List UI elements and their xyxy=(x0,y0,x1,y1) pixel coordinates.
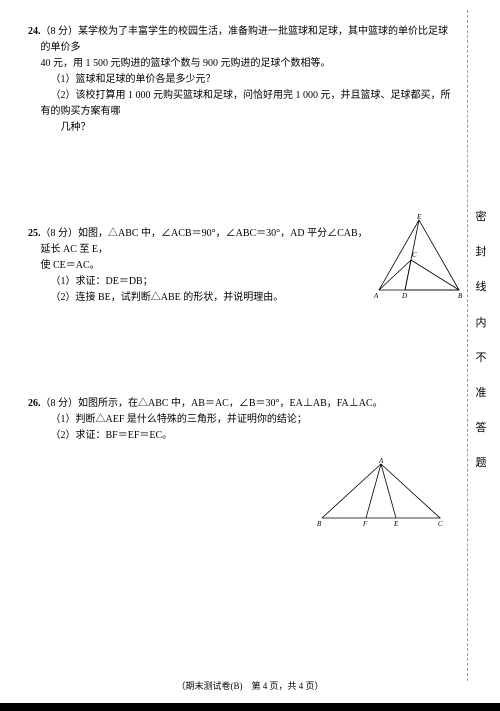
vertex-F: F xyxy=(362,520,368,528)
side-char: 答 xyxy=(474,411,488,446)
problem-24: 24. （8 分）某学校为了丰富学生的校园生活，准备购进一批篮球和足球，其中篮球… xyxy=(28,24,452,136)
cut-line xyxy=(467,10,468,681)
figure-25: E C D A B xyxy=(371,212,466,302)
side-char: 不 xyxy=(474,341,488,376)
stem-text: 如图所示，在△ABC 中，AB＝AC，∠B＝30°，EA⊥AB，FA⊥AC。 xyxy=(78,398,383,409)
vertex-E: E xyxy=(416,213,422,221)
problem-26: 26. （8 分）如图所示，在△ABC 中，AB＝AC，∠B＝30°，EA⊥AB… xyxy=(28,396,452,534)
bottom-bar xyxy=(0,703,500,711)
subpart-1: （1）判断△AEF 是什么特殊的三角形，并证明你的结论； xyxy=(41,414,307,425)
problem-stem: （8 分）如图所示，在△ABC 中，AB＝AC，∠B＝30°，EA⊥AB，FA⊥… xyxy=(41,396,453,444)
subpart-2-cont: 几种？ xyxy=(41,122,91,133)
vertex-A: A xyxy=(373,292,379,300)
points-label: （8 分） xyxy=(41,398,79,409)
points-label: （8 分） xyxy=(41,26,79,37)
side-char: 密 xyxy=(474,200,488,235)
side-char: 内 xyxy=(474,306,488,341)
problem-number: 24. xyxy=(28,24,41,136)
page: 密 封 线 内 不 准 答 题 24. （8 分）某学校为了丰富学生的校园生活，… xyxy=(0,0,500,711)
vertex-A: A xyxy=(378,458,384,465)
vertex-C: C xyxy=(438,520,443,528)
stem-text: 某学校为了丰富学生的校园生活，准备购进一批篮球和足球，其中篮球的单价比足球的单价… xyxy=(41,26,449,53)
problem-stem: （8 分）某学校为了丰富学生的校园生活，准备购进一批篮球和足球，其中篮球的单价比… xyxy=(41,24,453,136)
stem-text: 40 元，用 1 500 元购进的篮球个数与 900 元购进的足球个数相等。 xyxy=(41,58,331,69)
points-label: （8 分） xyxy=(41,228,79,239)
problem-number: 25. xyxy=(28,226,41,306)
subpart-2: （2）求证：BF＝EF＝EC。 xyxy=(41,430,173,441)
side-char: 题 xyxy=(474,446,488,481)
side-char: 准 xyxy=(474,376,488,411)
subpart-2: （2）该校打算用 1 000 元购买篮球和足球，问恰好用完 1 000 元，并且… xyxy=(41,90,451,117)
problem-number: 26. xyxy=(28,396,41,444)
vertex-D: D xyxy=(401,292,407,300)
stem-text: 如图，△ABC 中，∠ACB＝90°，∠ABC＝30°，AD 平分∠CAB，延长… xyxy=(41,228,368,255)
stem-text: 使 CE＝AC。 xyxy=(41,260,100,271)
subpart-2: （2）连接 BE，试判断△ABE 的形状，并说明理由。 xyxy=(41,292,284,303)
page-footer: （期末测试卷(B) 第 4 页，共 4 页） xyxy=(0,679,500,693)
vertex-B: B xyxy=(458,292,463,300)
subpart-1: （1）求证：DE＝DB； xyxy=(41,276,153,287)
vertex-E: E xyxy=(393,520,399,528)
side-char: 线 xyxy=(474,270,488,305)
vertex-C: C xyxy=(412,251,417,259)
side-instruction: 密 封 线 内 不 准 答 题 xyxy=(474,200,488,482)
vertex-B: B xyxy=(317,520,322,528)
subpart-1: （1）篮球和足球的单价各是多少元？ xyxy=(41,74,216,85)
problem-25: 25. （8 分）如图，△ABC 中，∠ACB＝90°，∠ABC＝30°，AD … xyxy=(28,226,452,306)
side-char: 封 xyxy=(474,235,488,270)
figure-26: A B F E C xyxy=(316,458,446,528)
